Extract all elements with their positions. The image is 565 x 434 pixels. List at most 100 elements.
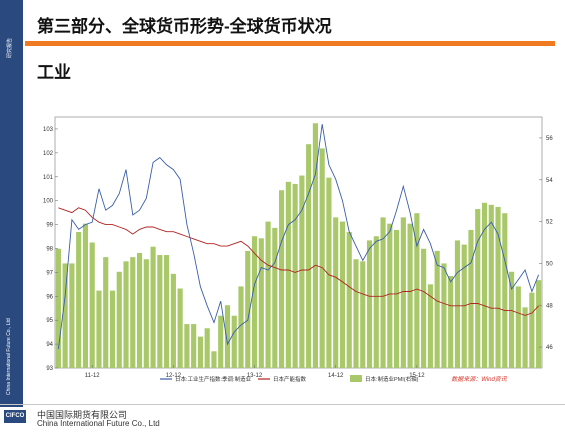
pmi-bar [468, 229, 474, 368]
left-axis-tick-label: 96 [46, 294, 53, 300]
plot-frame [54, 116, 543, 369]
pmi-bar [238, 286, 244, 368]
pmi-bar [170, 273, 176, 368]
legend-label: 日本:制造业PMI(右轴) [365, 375, 419, 383]
pmi-bar [136, 252, 143, 368]
pmi-bar [211, 351, 217, 368]
pmi-bar [292, 183, 298, 368]
company-name-cn: 中国国际期货有限公司 [37, 410, 128, 420]
x-axis-tick-label: 12-12 [166, 373, 182, 379]
x-axis-tick-label: 15-12 [409, 373, 425, 379]
pmi-bar [109, 290, 116, 368]
legend-label: 日本产能指数 [273, 375, 307, 383]
pmi-bar [481, 202, 488, 368]
pmi-bar [265, 221, 271, 368]
pmi-bar [319, 148, 325, 368]
pmi-bar [164, 255, 170, 368]
pmi-bar [360, 261, 366, 368]
pmi-bar [515, 286, 521, 368]
pmi-bar [400, 217, 406, 368]
pmi-bar [143, 259, 149, 368]
pmi-bar [488, 204, 494, 368]
left-axis-tick-label: 97 [46, 270, 53, 276]
pmi-bar [536, 280, 542, 368]
pmi-bar [421, 248, 427, 368]
legend: 日本:工业生产指数:季调:制造业 日本产能指数 日本:制造业PMI(右轴) [160, 375, 419, 383]
pmi-bar [224, 305, 231, 368]
right-axis-tick-label: 52 [546, 220, 553, 226]
pmi-bar [272, 227, 278, 368]
pmi-bar [407, 223, 413, 368]
pmi-bar [69, 263, 75, 368]
pmi-bar [76, 232, 82, 368]
pmi-bar [306, 144, 312, 368]
left-axis-tick-label: 103 [43, 127, 54, 133]
pmi-bar [475, 209, 481, 368]
left-axis-tick-label: 94 [46, 342, 53, 348]
pmi-bar [394, 229, 400, 368]
pmi-bar [218, 315, 224, 368]
pmi-bar [427, 284, 433, 368]
pmi-bar [157, 255, 163, 368]
pmi-bar [279, 190, 285, 368]
pmi-bar [103, 257, 109, 368]
left-axis-tick-label: 93 [46, 366, 53, 372]
pmi-bar [346, 232, 352, 368]
pmi-bar [55, 248, 61, 368]
pmi-bar [150, 246, 156, 368]
pmi-bar [373, 236, 379, 368]
company-name-en: China International Future Co., Ltd [37, 419, 160, 428]
pmi-bar [204, 328, 210, 368]
pmi-bar [454, 240, 461, 368]
page-subtitle: 工业 [37, 63, 71, 82]
pmi-bar [191, 324, 197, 368]
pmi-bar [339, 221, 346, 368]
left-axis-tick-label: 99 [46, 223, 53, 229]
x-axis-tick-label: 14-12 [328, 373, 344, 379]
pmi-bar [116, 271, 122, 368]
capacity-index-line [58, 207, 539, 316]
bar-series-pmi [55, 123, 542, 369]
pmi-bar [89, 242, 95, 368]
pmi-bar [245, 250, 251, 368]
pmi-bar [461, 244, 467, 368]
pmi-bar [495, 206, 501, 368]
footer-divider [0, 404, 565, 405]
pmi-bar [434, 250, 440, 368]
left-axis-tick-label: 101 [43, 175, 54, 181]
pmi-bar [414, 213, 420, 368]
right-axis-tick-label: 48 [546, 303, 553, 309]
pmi-bar [82, 223, 89, 368]
source-note: 数据来源：Wind资讯 [451, 375, 508, 383]
legend-label: 日本:工业生产指数:季调:制造业 [175, 375, 252, 383]
pmi-bar [258, 238, 264, 368]
left-axis-tick-label: 100 [43, 199, 54, 205]
right-axis-tick-label: 56 [546, 136, 553, 142]
sidebar: 研究报告 China International Future Co., Ltd [0, 0, 23, 407]
legend-swatch [350, 375, 362, 382]
pmi-bar [366, 240, 373, 368]
company-logo: CIFCO [4, 410, 26, 423]
industrial-production-line [57, 124, 540, 349]
pmi-bar [353, 259, 359, 368]
axes: 93 94 95 96 97 98 99 100 101 102 103 46 48 50 52 54 56 11… [43, 127, 553, 379]
pmi-bar [522, 307, 528, 368]
pmi-bar [441, 263, 447, 368]
pmi-bar [231, 315, 237, 368]
pmi-bar [508, 271, 515, 368]
accent-divider [25, 41, 555, 46]
line-series [57, 124, 540, 349]
pmi-bar [312, 123, 318, 369]
pmi-bar [184, 324, 190, 368]
right-axis-tick-label: 54 [546, 178, 553, 184]
pmi-bar [96, 290, 102, 368]
page-title: 第三部分、全球货币形势-全球货币状况 [37, 17, 332, 36]
pmi-bar [123, 261, 129, 368]
pmi-bar [529, 292, 535, 368]
x-axis-tick-label: 11-12 [85, 373, 101, 379]
pmi-bar [285, 181, 291, 368]
pmi-bar [197, 336, 203, 368]
pmi-bar [177, 288, 183, 368]
x-axis-tick-label: 13-12 [247, 373, 263, 379]
